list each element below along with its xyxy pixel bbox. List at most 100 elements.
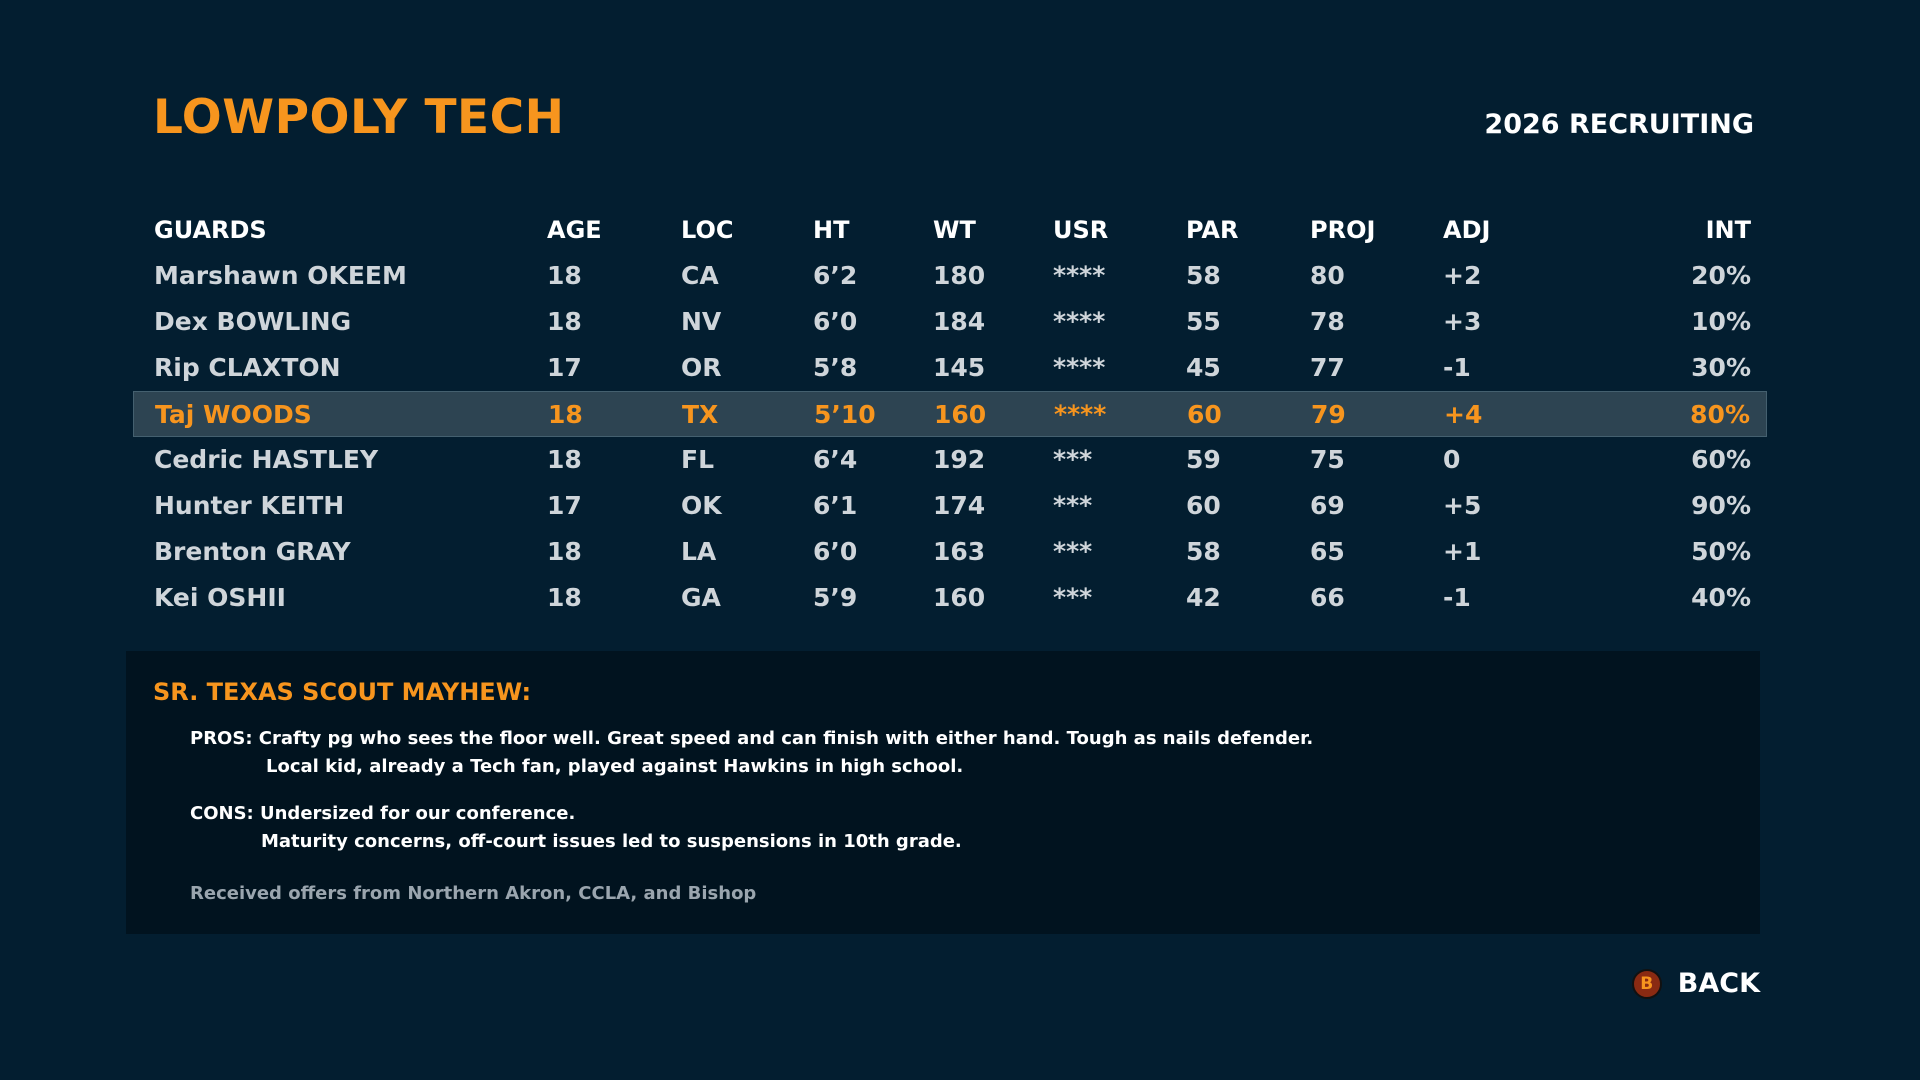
player-wt: 160 [933, 583, 986, 612]
player-proj: 79 [1311, 400, 1346, 429]
recruit-row[interactable]: Hunter KEITH 17 OK 6’1 174 *** 60 69 +5 … [133, 483, 1767, 529]
player-loc: OR [681, 353, 722, 382]
player-int: 20% [1691, 261, 1751, 290]
player-usr: *** [1053, 491, 1093, 520]
player-loc: CA [681, 261, 719, 290]
recruit-row[interactable]: Rip CLAXTON 17 OR 5’8 145 **** 45 77 -1 … [133, 345, 1767, 391]
player-par: 42 [1186, 583, 1221, 612]
player-loc: NV [681, 307, 722, 336]
player-par: 58 [1186, 537, 1221, 566]
player-usr: *** [1053, 537, 1093, 566]
recruit-row[interactable]: Cedric HASTLEY 18 FL 6’4 192 *** 59 75 0… [133, 437, 1767, 483]
player-usr: **** [1053, 307, 1106, 336]
player-int: 50% [1691, 537, 1751, 566]
player-ht: 6’0 [813, 537, 858, 566]
player-int: 80% [1690, 400, 1750, 429]
player-age: 18 [547, 261, 582, 290]
player-ht: 6’2 [813, 261, 858, 290]
player-wt: 174 [933, 491, 986, 520]
player-adj: -1 [1443, 353, 1471, 382]
player-loc: LA [681, 537, 717, 566]
col-guards: GUARDS [154, 216, 267, 244]
player-age: 17 [547, 491, 582, 520]
scout-pros: PROS: Crafty pg who sees the floor well.… [190, 728, 1314, 749]
player-usr: *** [1053, 445, 1093, 474]
player-ht: 6’4 [813, 445, 858, 474]
player-usr: **** [1053, 353, 1106, 382]
player-int: 60% [1691, 445, 1751, 474]
player-int: 40% [1691, 583, 1751, 612]
player-adj: +1 [1443, 537, 1482, 566]
back-button[interactable]: B BACK [1631, 966, 1760, 1002]
table-header: GUARDS AGE LOC HT WT USR PAR PROJ ADJ IN… [133, 207, 1767, 253]
player-age: 18 [547, 307, 582, 336]
player-proj: 66 [1310, 583, 1345, 612]
player-par: 58 [1186, 261, 1221, 290]
player-age: 18 [547, 445, 582, 474]
player-usr: *** [1053, 583, 1093, 612]
col-age: AGE [547, 216, 602, 244]
player-loc: GA [681, 583, 721, 612]
player-proj: 69 [1310, 491, 1345, 520]
player-age: 17 [547, 353, 582, 382]
player-int: 30% [1691, 353, 1751, 382]
player-proj: 77 [1310, 353, 1345, 382]
player-usr: **** [1054, 400, 1107, 429]
player-name: Cedric HASTLEY [154, 445, 379, 474]
player-wt: 145 [933, 353, 986, 382]
player-name: Brenton GRAY [154, 537, 351, 566]
player-int: 90% [1691, 491, 1751, 520]
player-par: 60 [1187, 400, 1222, 429]
player-proj: 75 [1310, 445, 1345, 474]
player-proj: 65 [1310, 537, 1345, 566]
player-name: Dex BOWLING [154, 307, 352, 336]
player-wt: 163 [933, 537, 986, 566]
season-title: 2026 RECRUITING [1484, 109, 1754, 140]
player-age: 18 [547, 583, 582, 612]
player-ht: 5’9 [813, 583, 858, 612]
col-loc: LOC [681, 216, 734, 244]
player-name: Hunter KEITH [154, 491, 345, 520]
player-wt: 160 [934, 400, 987, 429]
player-ht: 5’10 [814, 400, 876, 429]
recruit-row[interactable]: Brenton GRAY 18 LA 6’0 163 *** 58 65 +1 … [133, 529, 1767, 575]
player-par: 60 [1186, 491, 1221, 520]
scout-title: SR. TEXAS SCOUT MAYHEW: [153, 678, 532, 706]
col-par: PAR [1186, 216, 1239, 244]
scout-report-panel: SR. TEXAS SCOUT MAYHEW: PROS: Crafty pg … [126, 651, 1760, 934]
b-button-icon: B [1631, 969, 1662, 999]
player-par: 55 [1186, 307, 1221, 336]
player-name: Rip CLAXTON [154, 353, 341, 382]
col-ht: HT [813, 216, 850, 244]
recruit-row[interactable]: Kei OSHII 18 GA 5’9 160 *** 42 66 -1 40% [133, 575, 1767, 621]
player-ht: 6’1 [813, 491, 858, 520]
player-age: 18 [547, 537, 582, 566]
scout-cons-continued: Maturity concerns, off-court issues led … [261, 831, 962, 852]
player-name: Kei OSHII [154, 583, 286, 612]
player-wt: 180 [933, 261, 986, 290]
player-int: 10% [1691, 307, 1751, 336]
player-adj: 0 [1443, 445, 1461, 474]
scout-cons: CONS: Undersized for our conference. [190, 803, 576, 824]
player-par: 45 [1186, 353, 1221, 382]
player-loc: TX [682, 400, 719, 429]
player-ht: 5’8 [813, 353, 858, 382]
player-name: Taj WOODS [155, 400, 312, 429]
scout-offers: Received offers from Northern Akron, CCL… [190, 883, 757, 904]
team-title: LOWPOLY TECH [153, 90, 565, 145]
recruit-row[interactable]: Dex BOWLING 18 NV 6’0 184 **** 55 78 +3 … [133, 299, 1767, 345]
recruit-row[interactable]: Marshawn OKEEM 18 CA 6’2 180 **** 58 80 … [133, 253, 1767, 299]
player-proj: 80 [1310, 261, 1345, 290]
col-int: INT [1705, 216, 1751, 244]
scout-pros-continued: Local kid, already a Tech fan, played ag… [266, 756, 964, 777]
player-adj: -1 [1443, 583, 1471, 612]
player-ht: 6’0 [813, 307, 858, 336]
player-wt: 192 [933, 445, 986, 474]
player-usr: **** [1053, 261, 1106, 290]
player-adj: +4 [1444, 400, 1483, 429]
col-usr: USR [1053, 216, 1109, 244]
player-par: 59 [1186, 445, 1221, 474]
player-name: Marshawn OKEEM [154, 261, 407, 290]
player-proj: 78 [1310, 307, 1345, 336]
recruit-row-selected[interactable]: Taj WOODS 18 TX 5’10 160 **** 60 79 +4 8… [133, 391, 1767, 437]
